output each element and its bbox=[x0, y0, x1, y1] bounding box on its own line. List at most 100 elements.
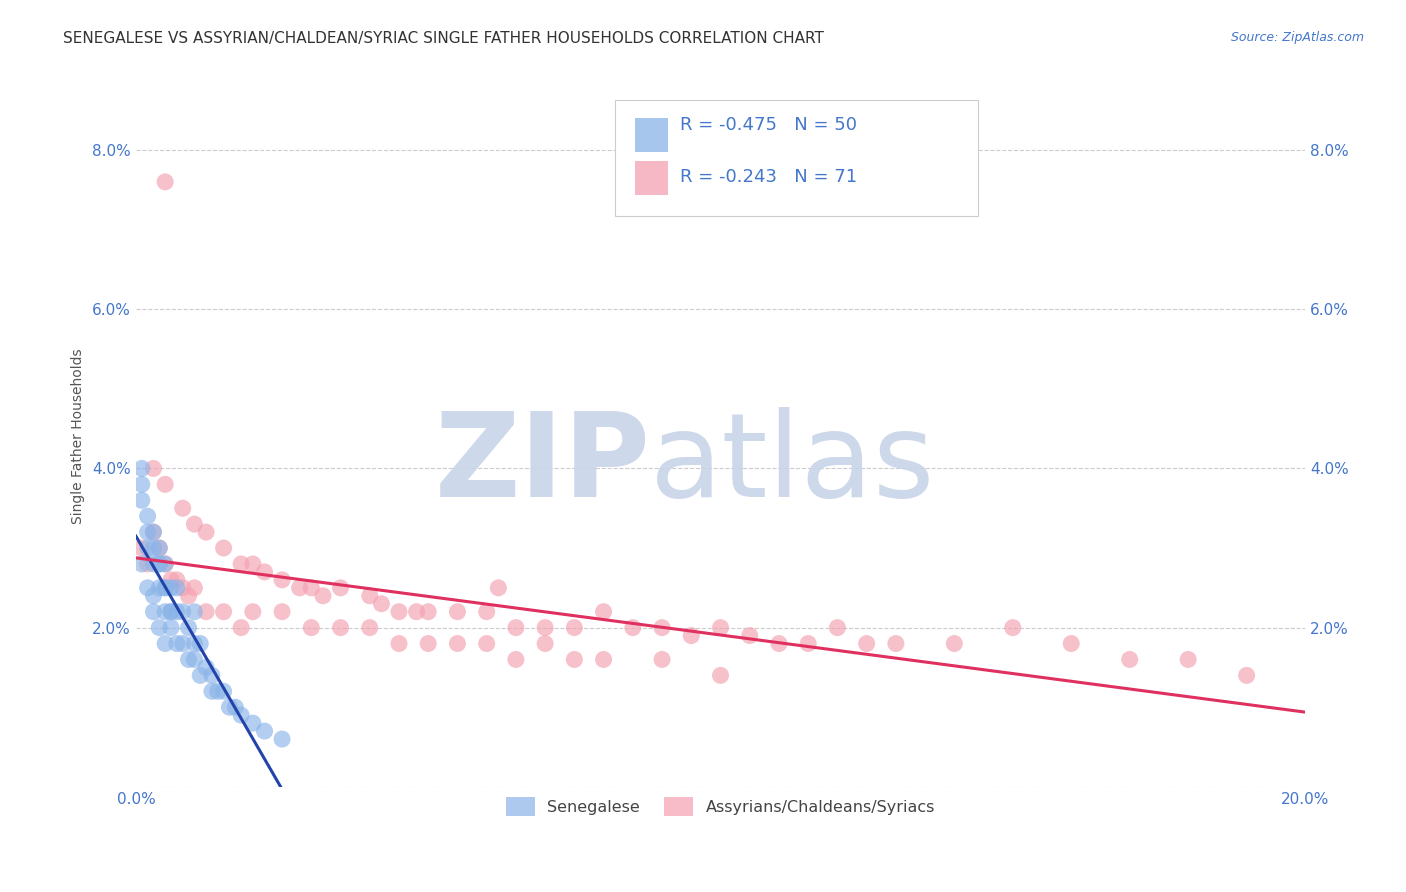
Point bbox=[884, 636, 907, 650]
Point bbox=[136, 581, 159, 595]
Point bbox=[505, 652, 527, 666]
Point bbox=[271, 605, 294, 619]
Point bbox=[855, 636, 877, 650]
Point bbox=[153, 175, 176, 189]
Point bbox=[131, 477, 153, 491]
Point bbox=[253, 565, 276, 579]
Point bbox=[148, 557, 170, 571]
Point bbox=[827, 621, 849, 635]
Point bbox=[1236, 668, 1258, 682]
Point bbox=[231, 708, 253, 723]
Point bbox=[388, 636, 411, 650]
Point bbox=[738, 629, 761, 643]
Point bbox=[370, 597, 392, 611]
Point bbox=[188, 668, 211, 682]
Point bbox=[405, 605, 427, 619]
Point bbox=[153, 581, 176, 595]
Point bbox=[312, 589, 335, 603]
Point bbox=[148, 581, 170, 595]
Text: R = -0.243   N = 71: R = -0.243 N = 71 bbox=[679, 169, 856, 186]
Point bbox=[621, 621, 644, 635]
Point bbox=[1177, 652, 1199, 666]
Point bbox=[153, 636, 176, 650]
Point bbox=[1001, 621, 1024, 635]
Point bbox=[177, 589, 200, 603]
Point bbox=[148, 541, 170, 555]
Point bbox=[534, 636, 557, 650]
Legend: Senegalese, Assyrians/Chaldeans/Syriacs: Senegalese, Assyrians/Chaldeans/Syriacs bbox=[498, 789, 943, 824]
Point bbox=[242, 557, 264, 571]
Point bbox=[153, 557, 176, 571]
Point bbox=[592, 605, 614, 619]
Point bbox=[651, 621, 673, 635]
Point bbox=[475, 636, 498, 650]
Point bbox=[148, 541, 170, 555]
Point bbox=[183, 581, 205, 595]
Point bbox=[131, 493, 153, 508]
Point bbox=[242, 605, 264, 619]
Point bbox=[564, 652, 586, 666]
Point bbox=[148, 557, 170, 571]
Point bbox=[166, 636, 188, 650]
Point bbox=[153, 581, 176, 595]
Point bbox=[183, 605, 205, 619]
Point bbox=[242, 716, 264, 731]
Point bbox=[160, 621, 183, 635]
Point bbox=[136, 541, 159, 555]
Point bbox=[160, 605, 183, 619]
Point bbox=[299, 581, 322, 595]
Point bbox=[166, 605, 188, 619]
Point bbox=[329, 621, 352, 635]
Point bbox=[505, 621, 527, 635]
Point bbox=[212, 541, 235, 555]
Point bbox=[359, 589, 381, 603]
Text: SENEGALESE VS ASSYRIAN/CHALDEAN/SYRIAC SINGLE FATHER HOUSEHOLDS CORRELATION CHAR: SENEGALESE VS ASSYRIAN/CHALDEAN/SYRIAC S… bbox=[63, 31, 824, 46]
Point bbox=[183, 636, 205, 650]
Point bbox=[136, 557, 159, 571]
Point bbox=[153, 557, 176, 571]
Point bbox=[797, 636, 820, 650]
Point bbox=[534, 621, 557, 635]
Point bbox=[651, 652, 673, 666]
Point bbox=[388, 605, 411, 619]
Point bbox=[207, 684, 229, 698]
Point bbox=[177, 652, 200, 666]
Point bbox=[172, 501, 194, 516]
Point bbox=[418, 605, 440, 619]
Point bbox=[943, 636, 966, 650]
Point bbox=[142, 589, 165, 603]
Point bbox=[183, 652, 205, 666]
Point bbox=[166, 581, 188, 595]
Point bbox=[195, 605, 218, 619]
Point bbox=[212, 684, 235, 698]
Point bbox=[160, 605, 183, 619]
Point bbox=[288, 581, 311, 595]
Point bbox=[142, 541, 165, 555]
Point bbox=[136, 509, 159, 524]
Point bbox=[709, 621, 731, 635]
Point bbox=[224, 700, 246, 714]
Point bbox=[201, 668, 224, 682]
Point bbox=[166, 573, 188, 587]
Point bbox=[231, 557, 253, 571]
Point bbox=[299, 621, 322, 635]
Text: R = -0.475   N = 50: R = -0.475 N = 50 bbox=[679, 116, 856, 134]
Point bbox=[142, 461, 165, 475]
Point bbox=[1060, 636, 1083, 650]
Point bbox=[418, 636, 440, 650]
Point bbox=[359, 621, 381, 635]
Point bbox=[148, 621, 170, 635]
Point bbox=[142, 525, 165, 540]
Point bbox=[271, 732, 294, 747]
FancyBboxPatch shape bbox=[636, 118, 668, 152]
Point bbox=[201, 684, 224, 698]
Point bbox=[131, 461, 153, 475]
Point bbox=[172, 636, 194, 650]
Point bbox=[681, 629, 703, 643]
Text: ZIP: ZIP bbox=[434, 407, 651, 522]
Point bbox=[475, 605, 498, 619]
Point bbox=[136, 525, 159, 540]
Point bbox=[131, 557, 153, 571]
Y-axis label: Single Father Households: Single Father Households bbox=[72, 349, 86, 524]
Point bbox=[1118, 652, 1140, 666]
